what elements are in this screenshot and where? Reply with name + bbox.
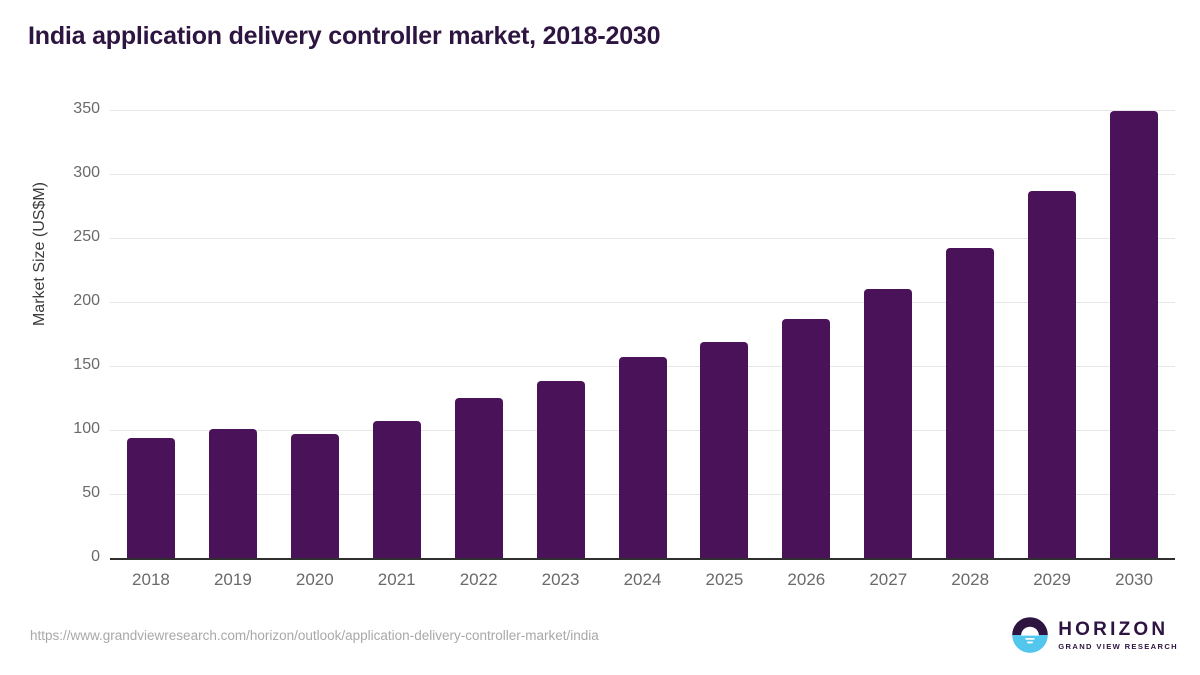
x-axis-line — [110, 558, 1175, 560]
bar-2020[interactable] — [290, 433, 339, 558]
y-tick-label: 300 — [73, 164, 100, 181]
horizon-logo-icon — [1011, 616, 1049, 654]
y-tick-label: 150 — [73, 356, 100, 373]
bar-2029[interactable] — [1028, 190, 1077, 558]
source-url[interactable]: https://www.grandviewresearch.com/horizo… — [30, 628, 599, 643]
bar-2024[interactable] — [618, 357, 667, 558]
x-tick-label-2030: 2030 — [1115, 570, 1153, 589]
gridline — [110, 238, 1175, 239]
x-tick-label-2019: 2019 — [213, 570, 252, 589]
bar-2018[interactable] — [126, 437, 175, 558]
bar-2019[interactable] — [208, 428, 257, 558]
x-tick-label-2021: 2021 — [377, 570, 416, 589]
x-tick-label-2026: 2026 — [787, 570, 826, 589]
gridline — [110, 110, 1175, 111]
page-title: India application delivery controller ma… — [28, 22, 661, 50]
x-tick-label-2018: 2018 — [132, 570, 170, 589]
y-tick-label: 100 — [73, 420, 100, 437]
x-tick-label-2020: 2020 — [295, 570, 334, 589]
y-tick-label: 50 — [82, 484, 100, 501]
x-tick-label-2027: 2027 — [869, 570, 908, 589]
y-tick-label: 200 — [73, 292, 100, 309]
x-tick-label-2023: 2023 — [541, 570, 580, 589]
bar-2022[interactable] — [454, 398, 503, 558]
y-tick-label: 350 — [73, 100, 100, 117]
x-tick-label-2022: 2022 — [459, 570, 498, 589]
y-tick-label: 0 — [91, 548, 100, 565]
bar-2026[interactable] — [782, 318, 831, 558]
bar-2025[interactable] — [700, 341, 749, 558]
y-tick-label: 250 — [73, 228, 100, 245]
bar-2028[interactable] — [946, 248, 995, 558]
gridline — [110, 302, 1175, 303]
bar-2023[interactable] — [536, 381, 585, 558]
horizon-logo[interactable]: HORIZON GRAND VIEW RESEARCH — [1011, 616, 1178, 654]
logo-name: HORIZON — [1058, 618, 1169, 640]
x-tick-label-2024: 2024 — [623, 570, 662, 589]
logo-subtitle: GRAND VIEW RESEARCH — [1058, 641, 1178, 651]
horizon-logo-text: HORIZON GRAND VIEW RESEARCH — [1058, 620, 1178, 651]
bar-2021[interactable] — [372, 421, 421, 558]
x-tick-label-2028: 2028 — [951, 570, 990, 589]
gridline — [110, 174, 1175, 175]
bar-2030[interactable] — [1110, 111, 1159, 558]
x-tick-label-2029: 2029 — [1033, 570, 1072, 589]
bar-2027[interactable] — [864, 289, 913, 558]
x-tick-label-2025: 2025 — [705, 570, 744, 589]
